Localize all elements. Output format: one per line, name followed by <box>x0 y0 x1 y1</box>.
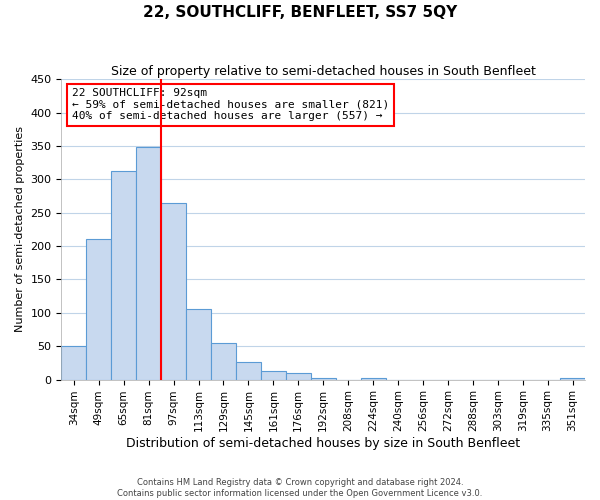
Bar <box>111 172 136 380</box>
Text: Contains HM Land Registry data © Crown copyright and database right 2024.
Contai: Contains HM Land Registry data © Crown c… <box>118 478 482 498</box>
Bar <box>261 371 286 380</box>
Bar <box>311 378 335 380</box>
Text: 22, SOUTHCLIFF, BENFLEET, SS7 5QY: 22, SOUTHCLIFF, BENFLEET, SS7 5QY <box>143 5 457 20</box>
X-axis label: Distribution of semi-detached houses by size in South Benfleet: Distribution of semi-detached houses by … <box>126 437 520 450</box>
Y-axis label: Number of semi-detached properties: Number of semi-detached properties <box>15 126 25 332</box>
Bar <box>361 378 386 380</box>
Bar <box>186 309 211 380</box>
Bar <box>560 378 585 380</box>
Text: 22 SOUTHCLIFF: 92sqm
← 59% of semi-detached houses are smaller (821)
40% of semi: 22 SOUTHCLIFF: 92sqm ← 59% of semi-detac… <box>72 88 389 122</box>
Bar <box>136 146 161 380</box>
Bar <box>61 346 86 380</box>
Bar <box>211 343 236 380</box>
Bar <box>286 373 311 380</box>
Title: Size of property relative to semi-detached houses in South Benfleet: Size of property relative to semi-detach… <box>111 65 536 78</box>
Bar <box>86 240 111 380</box>
Bar <box>236 362 261 380</box>
Bar <box>161 202 186 380</box>
